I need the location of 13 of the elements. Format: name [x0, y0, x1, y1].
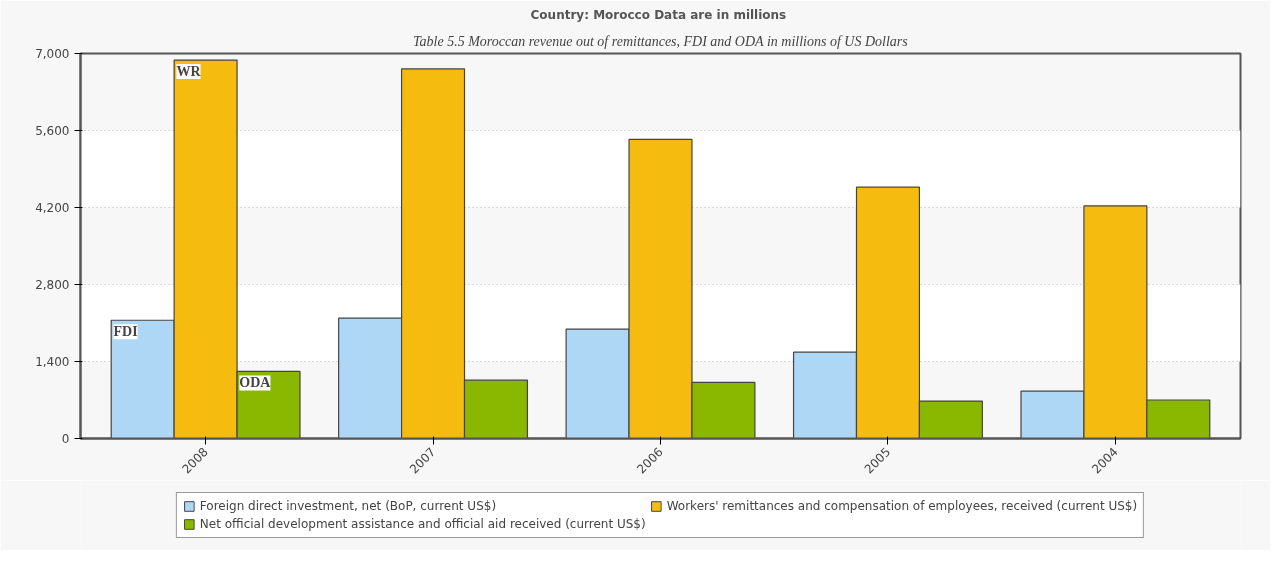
y-tick-label: 2,800 [35, 278, 70, 292]
chart-title: Country: Morocco Data are in millions [530, 7, 787, 22]
y-tick-label: 0 [61, 432, 70, 446]
y-tick-label: 7,000 [35, 47, 70, 61]
legend-label: Net official development assistance and official aid received (current US$) [199, 517, 646, 531]
y-tick-label: 1,400 [35, 355, 70, 369]
legend-label: Foreign direct investment, net (BoP, current US$) [199, 499, 497, 513]
y-tick-label: 4,200 [35, 201, 70, 215]
annotation: FDI [113, 324, 138, 340]
y-tick-label: 5,600 [35, 124, 70, 138]
caption: Table 5.5 Moroccan revenue out of remittances, FDI and ODA in millions of US Dollars [413, 33, 909, 49]
annotation: ODA [239, 375, 272, 391]
legend-label: Workers' remittances and compensation of employees, received (current US$) [666, 499, 1138, 513]
